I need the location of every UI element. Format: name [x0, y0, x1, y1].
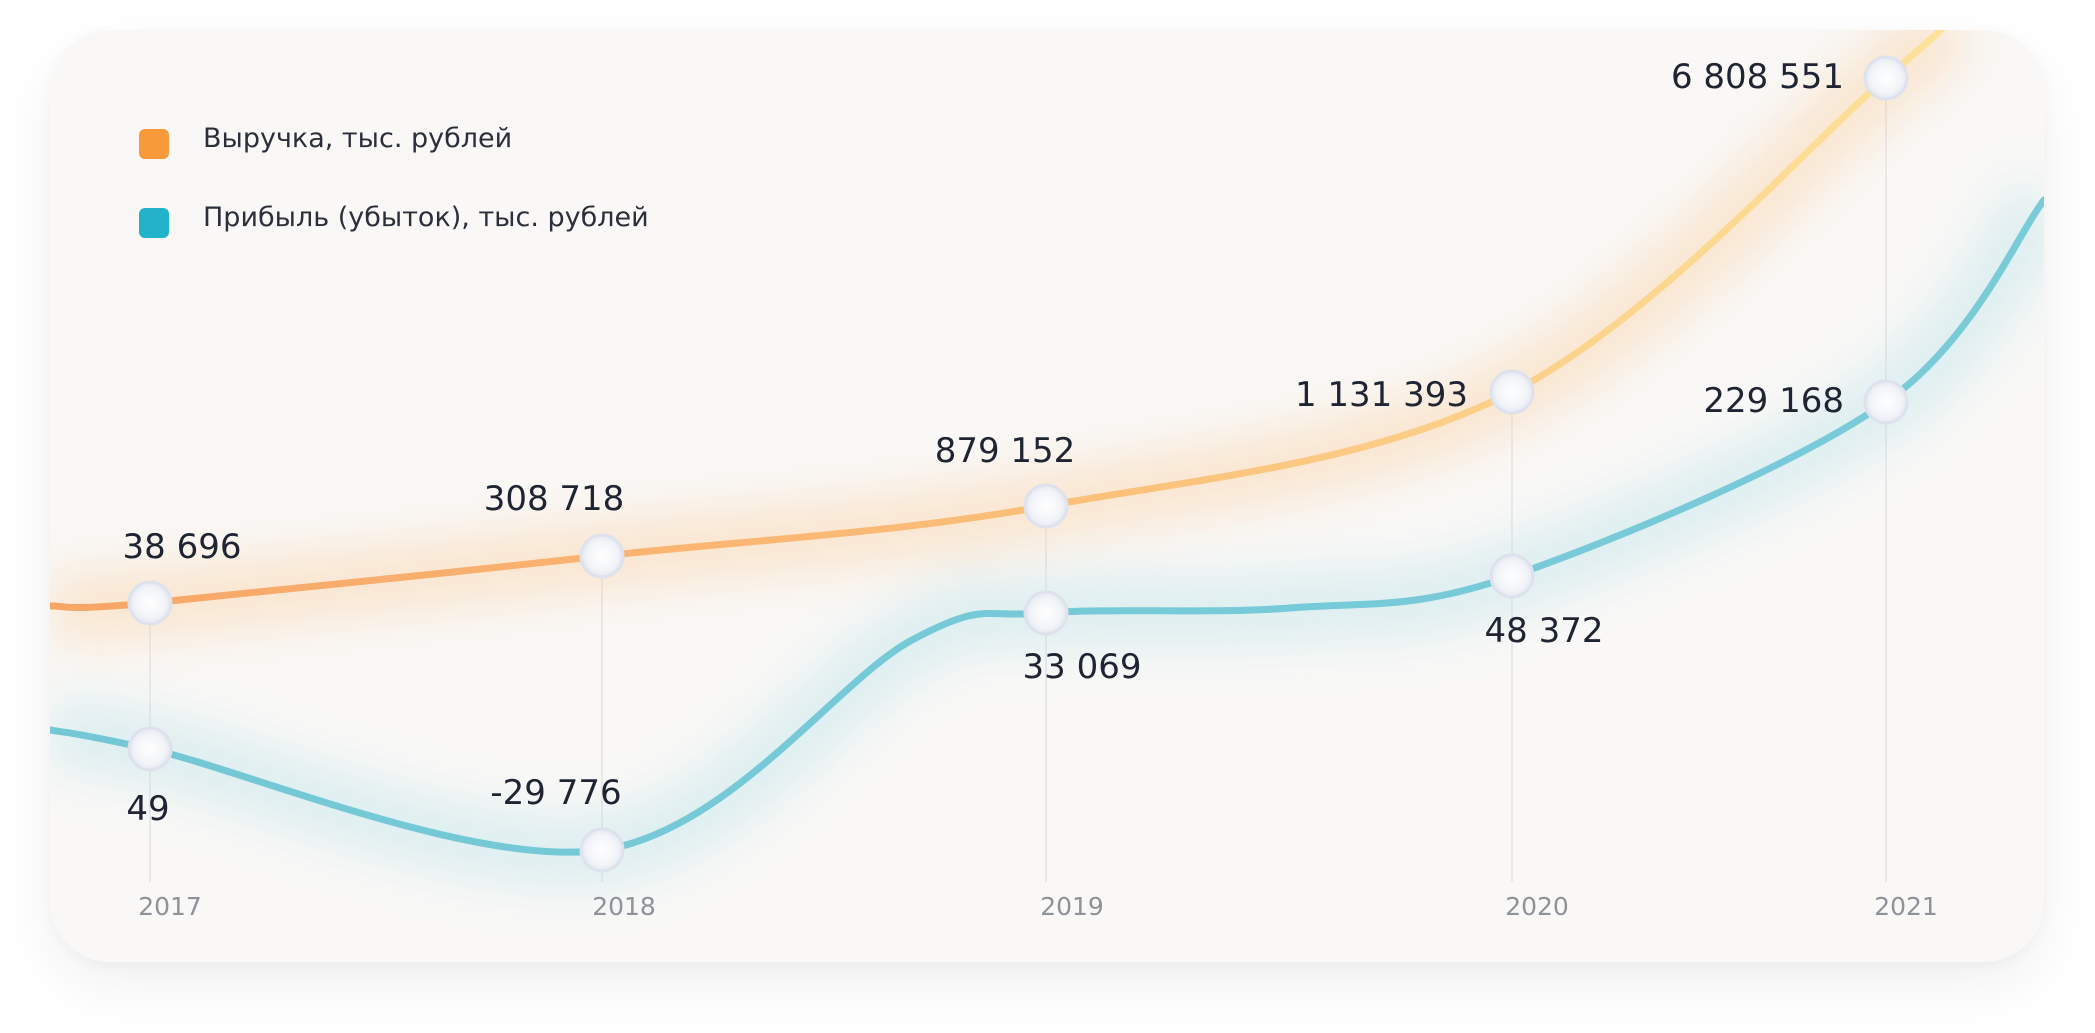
data-markers	[127, 55, 1909, 873]
chart-card: Выручка, тыс. рублей Прибыль (убыток), т…	[50, 30, 2044, 962]
revenue-label-2018: 308 718	[484, 479, 625, 519]
profit-label-2021: 229 168	[1703, 381, 1844, 421]
revenue-point-2019	[1023, 483, 1069, 529]
revenue-point-2017	[127, 580, 173, 626]
revenue-point-2020	[1489, 369, 1535, 415]
legend-swatch-profit	[139, 208, 169, 238]
profit-point-2020	[1489, 553, 1535, 599]
revenue-point-2021	[1863, 55, 1909, 101]
profit-point-2018	[579, 827, 625, 873]
x-tick-2017: 2017	[138, 892, 202, 921]
x-tick-2021: 2021	[1874, 892, 1938, 921]
profit-label-2020: 48 372	[1485, 611, 1604, 651]
data-labels: 38 696 308 718 879 152 1 131 393 6 808 551 49…	[123, 57, 1844, 829]
legend-label-revenue: Выручка, тыс. рублей	[203, 123, 513, 154]
profit-point-2019	[1023, 590, 1069, 636]
profit-point-2017	[127, 726, 173, 772]
revenue-label-2019: 879 152	[935, 431, 1076, 471]
line-chart: 38 696 308 718 879 152 1 131 393 6 808 551 49…	[50, 30, 2044, 921]
revenue-label-2020: 1 131 393	[1295, 375, 1468, 415]
profit-point-2021	[1863, 379, 1909, 425]
profit-label-2018: -29 776	[490, 773, 621, 813]
legend-swatch-revenue	[139, 129, 169, 159]
x-tick-2019: 2019	[1040, 892, 1104, 921]
x-tick-2020: 2020	[1505, 892, 1569, 921]
x-axis-ticks: 2017 2018 2019 2020 2021	[138, 892, 1938, 921]
profit-label-2019: 33 069	[1023, 647, 1142, 687]
x-tick-2018: 2018	[592, 892, 656, 921]
revenue-point-2018	[579, 533, 625, 579]
revenue-label-2017: 38 696	[123, 527, 242, 567]
profit-label-2017: 49	[126, 789, 169, 829]
legend-label-profit: Прибыль (убыток), тыс. рублей	[203, 202, 649, 233]
revenue-label-2021: 6 808 551	[1671, 57, 1844, 97]
